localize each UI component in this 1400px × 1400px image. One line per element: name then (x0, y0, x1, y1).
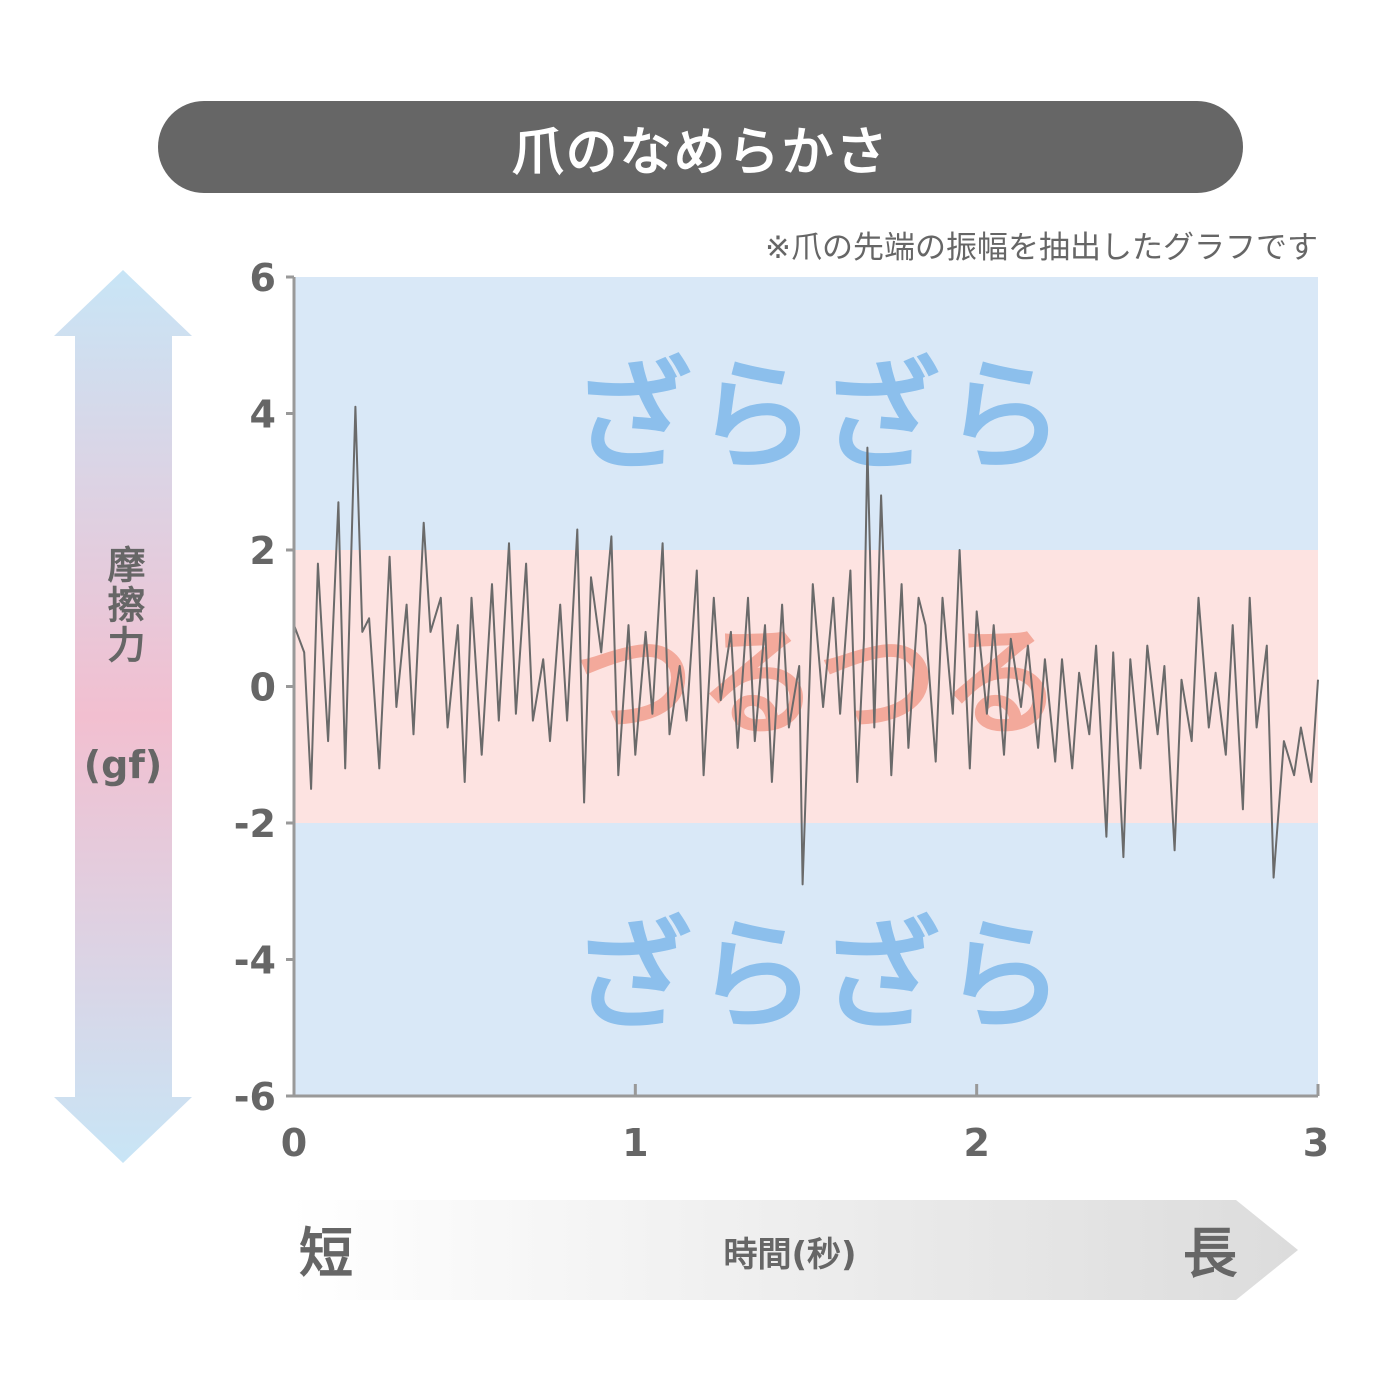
y-tick-label: -4 (234, 939, 276, 983)
y-axis-arrow (54, 270, 192, 1163)
x-tick-label: 3 (1303, 1121, 1329, 1165)
x-axis-label-right: 長 (1183, 1222, 1238, 1285)
rough-zone-bottom (294, 823, 1318, 1096)
rough-zone-top (294, 277, 1318, 550)
chart-title-bar: 爪のなめらかさ (158, 101, 1243, 193)
x-tick-label: 1 (622, 1121, 648, 1165)
x-axis-label-center: 時間(秒) (723, 1235, 856, 1275)
x-tick-label: 0 (281, 1121, 307, 1165)
y-tick-label: -2 (234, 802, 276, 846)
y-tick-label: 2 (250, 529, 276, 573)
y-axis-label-main: 摩擦力 (101, 545, 145, 665)
chart-note: ※爪の先端の振幅を抽出したグラフです (765, 230, 1318, 266)
x-tick-label: 2 (963, 1121, 989, 1165)
y-tick-label: 4 (250, 393, 276, 437)
y-tick-label: 6 (250, 256, 276, 300)
rough-zone-top-label: ざらざら (572, 348, 1068, 487)
y-axis-label-unit: (gf) (84, 743, 162, 787)
y-tick-label: 0 (250, 666, 276, 710)
smooth-zone-label: つるつる (574, 614, 1065, 753)
y-tick-label: -6 (234, 1075, 276, 1119)
x-axis-arrow (290, 1200, 1298, 1300)
rough-zone-bottom-label: ざらざら (572, 908, 1068, 1047)
friction-series-line (293, 405, 1319, 886)
x-axis-label-left: 短 (299, 1222, 353, 1285)
chart-title: 爪のなめらかさ (511, 122, 890, 183)
